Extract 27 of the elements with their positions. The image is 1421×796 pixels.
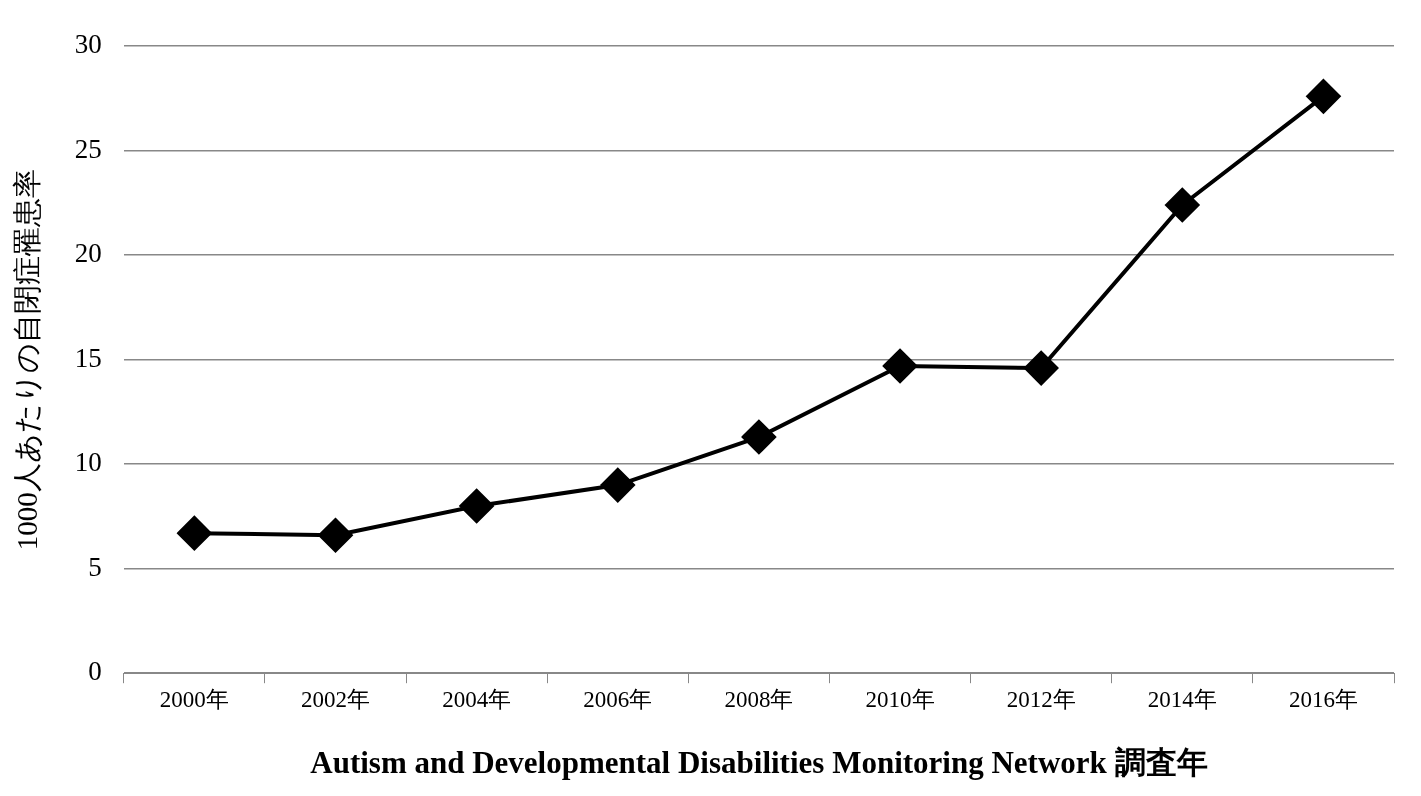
point	[1165, 188, 1200, 223]
x-tick-label: 2010年	[865, 687, 935, 713]
y-axis-title: 1000人あたりの自閉症罹患率	[11, 169, 44, 551]
y-tick-label: 15	[74, 342, 102, 373]
y-tick-label: 25	[74, 133, 102, 164]
y-tick-label: 10	[74, 447, 102, 478]
x-tick-label: 2016年	[1288, 687, 1358, 713]
y-tick-label: 0	[88, 656, 102, 687]
point	[459, 489, 494, 523]
x-axis-title: Autism and Developmental Disabilities Monitoring Network 調査年	[310, 745, 1208, 781]
x-tick-label: 2002年	[301, 687, 370, 713]
point	[883, 348, 918, 383]
point	[177, 516, 212, 551]
point	[1024, 351, 1059, 386]
x-tick-label: 2014年	[1147, 687, 1217, 713]
point	[318, 518, 353, 553]
x-tick-label: 2004年	[442, 687, 512, 713]
point	[741, 420, 776, 455]
x-tick-label: 2006年	[583, 687, 653, 713]
y-tick-label: 30	[74, 29, 102, 60]
point	[1306, 79, 1341, 114]
x-tick-label: 2000年	[159, 687, 229, 713]
y-tick-label: 20	[74, 238, 102, 269]
y-tick-label: 5	[88, 551, 102, 582]
x-tick-label: 2008年	[724, 687, 794, 713]
point	[600, 468, 635, 503]
x-tick-label: 2012年	[1006, 687, 1076, 713]
